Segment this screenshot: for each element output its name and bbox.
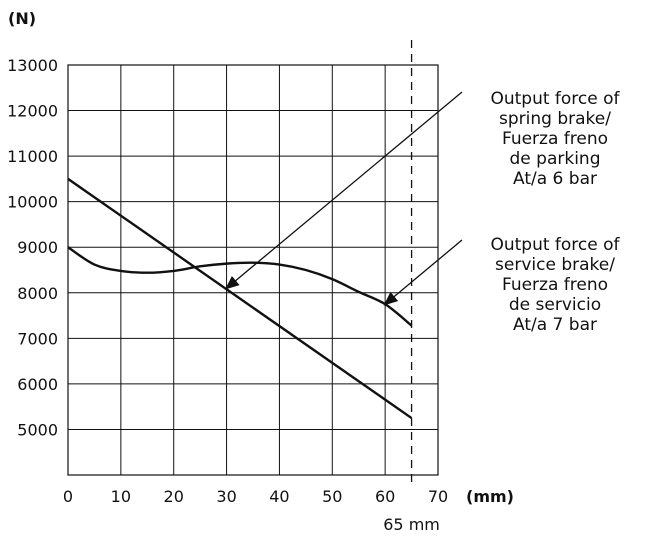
y-tick-label: 13000 [7,56,58,75]
annotation-arrow [225,91,463,290]
x-tick-label: 50 [322,487,342,506]
annotation-text-line: service brake/ [495,255,615,275]
y-tick-label: 7000 [17,329,58,348]
annotation-text-line: de parking [510,149,601,169]
x-tick-label: 30 [216,487,236,506]
y-tick-label: 9000 [17,238,58,257]
y-axis-label: (N) [8,9,36,28]
plot-frame [67,64,439,476]
y-tick-label: 6000 [17,375,58,394]
series-group [67,177,413,420]
annotation-text-line: spring brake/ [499,109,611,129]
x-tick-label: 0 [63,487,73,506]
x-tick-label: 20 [164,487,184,506]
y-tick-label: 8000 [17,284,58,303]
x-tick-label: 10 [111,487,131,506]
x-axis-label: (mm) [466,487,514,506]
y-tick-label: 5000 [17,420,58,439]
x-tick-label: 60 [375,487,395,506]
x-tick-label: 40 [269,487,289,506]
x-tick-label: 70 [428,487,448,506]
annotation-text-line: At/a 6 bar [513,169,597,189]
spring-brake-line [67,177,413,420]
y-tick-label: 11000 [7,147,58,166]
y-tick-label: 12000 [7,102,58,121]
annotation-text-line: de servicio [509,295,601,315]
annotation-arrow [383,239,463,306]
service-brake-line [67,246,413,327]
annotation-text-line: Output force of [490,89,620,109]
annotation-text-line: At/a 7 bar [513,315,597,335]
tick-labels: 0 10 20 30 40 50 60 70 13000 12000 11000 10000 9000 8… [7,56,448,506]
reference-line-group: 65 mm [383,40,440,534]
annotation-text-line: Fuerza freno [502,129,608,149]
annotation-text-line: Output force of [490,235,620,255]
y-tick-label: 10000 [7,193,58,212]
grid [67,64,439,475]
annotation-text-line: Fuerza freno [502,275,608,295]
reference-line-label: 65 mm [383,515,440,534]
